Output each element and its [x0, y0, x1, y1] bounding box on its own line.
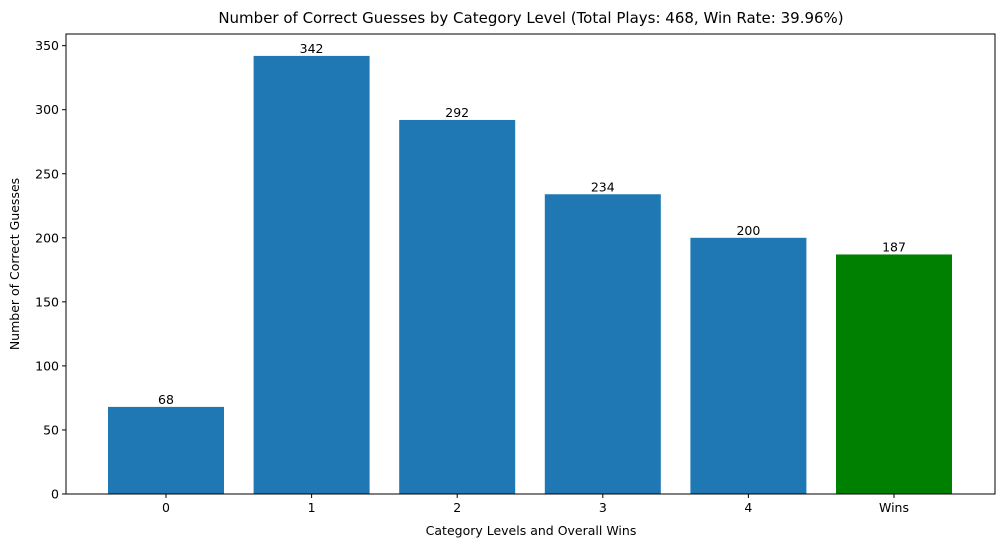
y-tick-label: 200: [35, 230, 59, 245]
data-label: 187: [882, 239, 906, 254]
bar-4: [690, 237, 807, 495]
x-tick-label: 1: [308, 500, 316, 515]
chart-title: Number of Correct Guesses by Category Le…: [218, 9, 843, 27]
bar-3: [544, 194, 661, 494]
x-tick-label: Wins: [879, 500, 909, 515]
data-label: 200: [736, 223, 760, 238]
y-tick-label: 250: [35, 166, 59, 181]
data-label: 68: [158, 392, 174, 407]
data-labels-group: 68 342 292 234 200 187: [158, 41, 906, 407]
data-label: 342: [300, 41, 324, 56]
y-tick-label: 0: [51, 487, 59, 502]
data-label: 292: [445, 105, 469, 120]
bar-0: [108, 406, 224, 494]
y-tick-label: 350: [35, 38, 59, 53]
y-axis-ticks: 0 50 100 150 200 250 300 350: [35, 38, 66, 502]
x-tick-label: 2: [453, 500, 461, 515]
x-tick-label: 4: [744, 500, 752, 515]
plot-frame: [65, 33, 996, 495]
x-axis-label: Category Levels and Overall Wins: [426, 523, 637, 538]
bar-2: [399, 119, 516, 494]
y-tick-label: 50: [43, 422, 59, 437]
bar-1: [253, 55, 370, 495]
x-tick-label: 3: [599, 500, 607, 515]
y-tick-label: 100: [35, 358, 59, 373]
y-axis-label: Number of Correct Guesses: [7, 178, 22, 350]
y-tick-label: 150: [35, 294, 59, 309]
y-tick-label: 300: [35, 102, 59, 117]
bar-wins: [836, 254, 952, 494]
x-axis-ticks: 0 1 2 3 4 Wins: [162, 494, 909, 515]
data-label: 234: [591, 179, 615, 194]
bars-group: [108, 55, 952, 495]
x-tick-label: 0: [162, 500, 170, 515]
